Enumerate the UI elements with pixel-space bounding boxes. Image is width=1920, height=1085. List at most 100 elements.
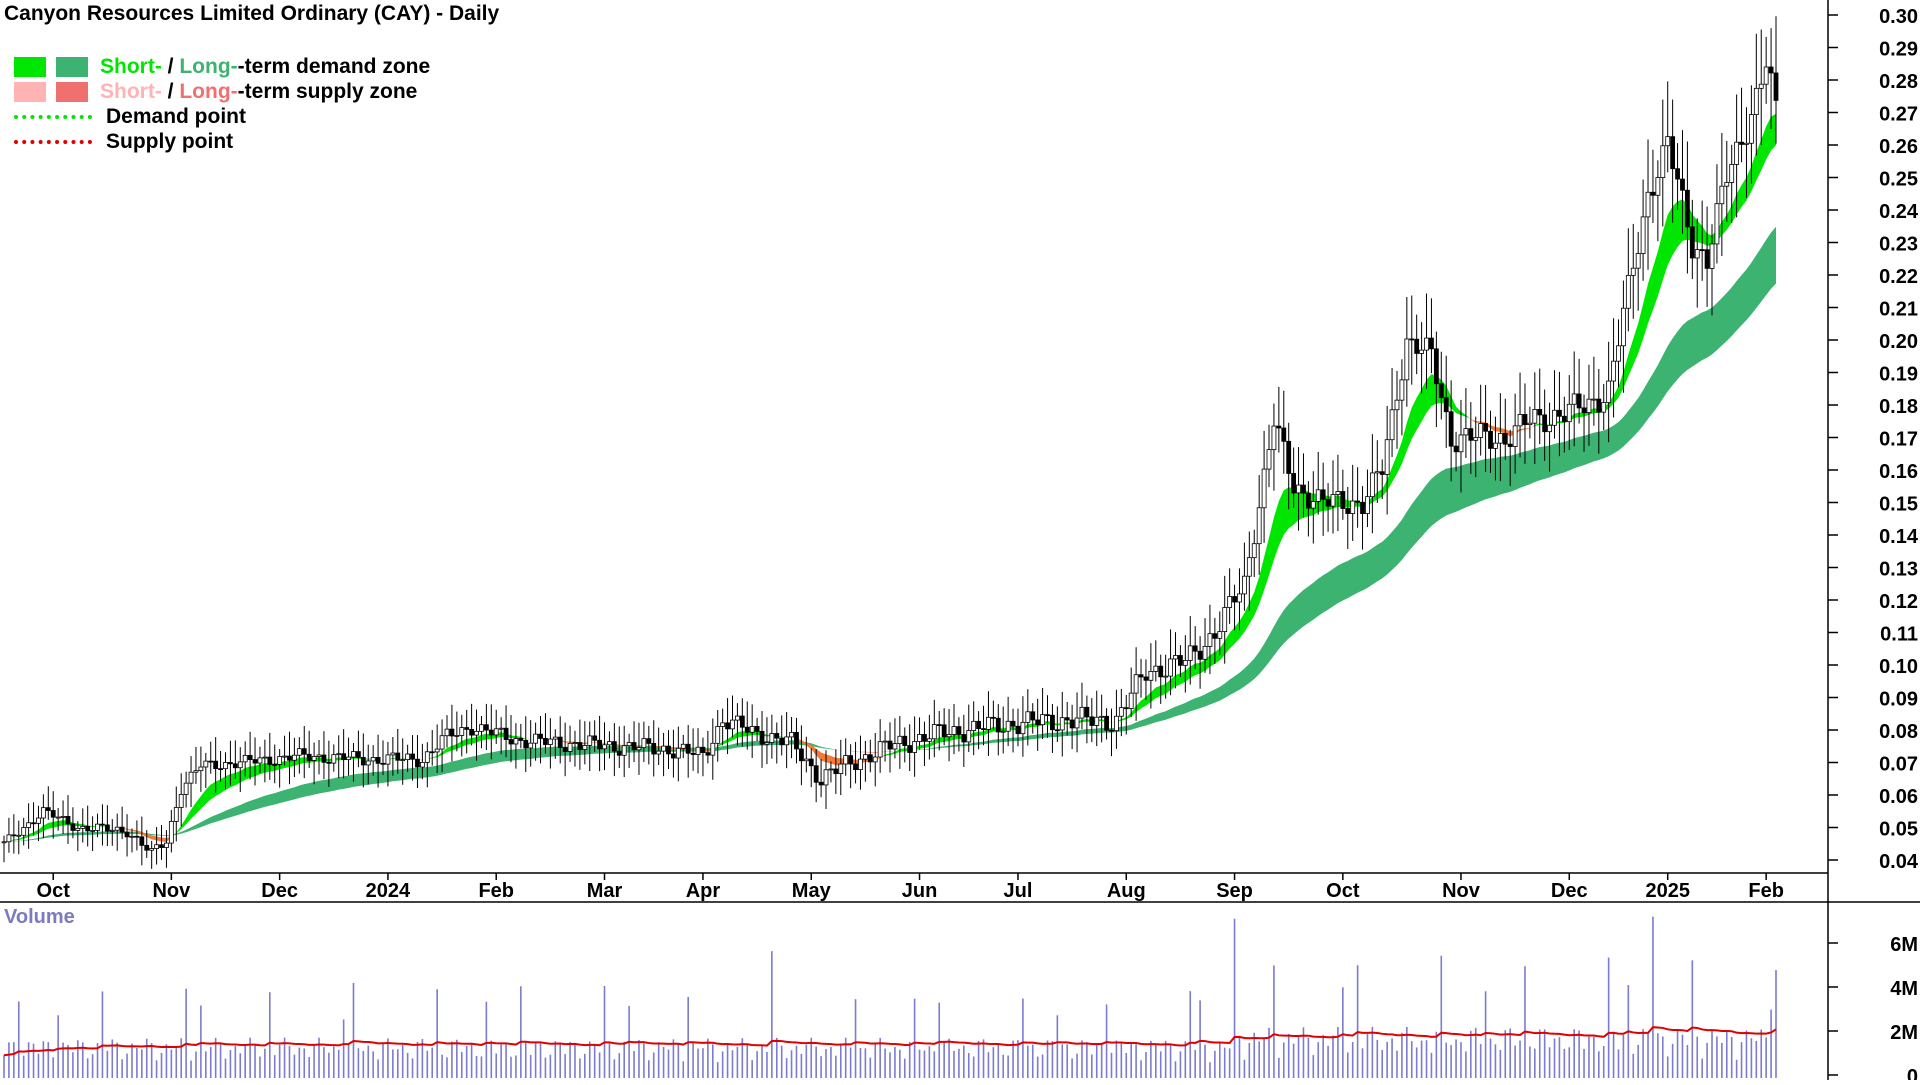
candle-body	[1356, 501, 1360, 502]
x-tick-label: May	[792, 880, 832, 902]
candle-body	[238, 762, 242, 768]
candle-body	[863, 755, 867, 759]
candle-body	[1183, 660, 1187, 665]
candle-body	[494, 729, 498, 735]
candle-body	[1602, 403, 1606, 413]
candle-body	[1223, 608, 1227, 632]
candle-body	[913, 742, 917, 753]
candle-body	[1725, 182, 1729, 186]
candle-body	[1695, 250, 1699, 258]
candle-body	[81, 826, 85, 828]
legend-sep: /	[162, 55, 180, 79]
candle-body	[1685, 190, 1689, 227]
candle-body	[470, 729, 474, 735]
y-tick-label: 0.19	[1879, 364, 1918, 386]
candle-body	[775, 733, 779, 738]
demand-point-line-icon	[14, 115, 92, 119]
candle-body	[1543, 415, 1547, 432]
candle-body	[627, 743, 631, 746]
candle-body	[573, 743, 577, 744]
candle-body	[1272, 426, 1276, 450]
y-tick-label: 0.26	[1879, 136, 1918, 158]
chart-title: Canyon Resources Limited Ordinary (CAY) …	[4, 2, 499, 26]
candle-body	[430, 752, 434, 753]
candle-body	[46, 808, 50, 811]
candle-body	[1567, 404, 1571, 421]
candle-body	[1715, 204, 1719, 244]
x-tick-label: Feb	[478, 880, 514, 902]
candle-body	[258, 758, 262, 763]
y-tick-label: 0.05	[1879, 819, 1918, 841]
candle-body	[957, 727, 961, 735]
candle-body	[514, 738, 518, 743]
candle-body	[351, 752, 355, 758]
candle-body	[1459, 435, 1463, 452]
candle-body	[41, 808, 45, 818]
candle-body	[1449, 412, 1453, 446]
supply-point-line-icon	[14, 140, 92, 144]
candle-body	[302, 749, 306, 755]
candle-body	[401, 760, 405, 761]
candle-body	[908, 746, 912, 753]
candle-body	[1154, 666, 1158, 671]
candle-body	[839, 764, 843, 774]
candle-body	[460, 728, 464, 736]
candle-body	[1252, 544, 1256, 558]
candle-body	[76, 828, 80, 830]
candle-body	[612, 742, 616, 752]
candle-body	[1198, 651, 1202, 659]
candle-body	[1651, 192, 1655, 195]
candle-body	[411, 754, 415, 759]
candle-body	[283, 756, 287, 757]
candle-body	[1331, 494, 1335, 506]
candle-body	[1616, 346, 1620, 361]
candle-body	[1631, 268, 1635, 275]
legend-supply-text: -term supply zone	[238, 80, 418, 104]
candle-body	[2, 842, 6, 843]
candle-body	[263, 757, 267, 758]
legend-demand-zone: Short- / Long- -term demand zone	[14, 54, 430, 79]
candle-body	[730, 720, 734, 729]
candle-body	[1646, 192, 1650, 217]
candle-body	[918, 734, 922, 741]
candle-body	[721, 723, 725, 727]
candle-body	[1247, 558, 1251, 577]
candle-body	[1503, 433, 1507, 444]
candle-body	[952, 727, 956, 735]
candle-body	[184, 783, 188, 794]
candle-body	[322, 755, 326, 762]
candle-body	[1484, 424, 1488, 432]
candle-body	[327, 762, 331, 763]
candle-body	[150, 849, 154, 851]
candle-body	[1705, 250, 1709, 269]
candle-body	[465, 728, 469, 730]
candle-body	[844, 756, 848, 764]
candle-body	[1572, 394, 1576, 404]
y-tick-label: 0.25	[1879, 169, 1918, 191]
candle-body	[1124, 708, 1128, 709]
candle-body	[1508, 444, 1512, 446]
candle-body	[233, 764, 237, 768]
candle-body	[1405, 339, 1409, 380]
candle-body	[1744, 143, 1748, 144]
candle-body	[529, 743, 533, 748]
candle-body	[632, 743, 636, 750]
candle-body	[342, 754, 346, 760]
candle-body	[996, 718, 1000, 732]
candle-body	[883, 741, 887, 742]
candle-body	[1621, 308, 1625, 346]
candle-body	[622, 746, 626, 756]
candle-body	[593, 736, 597, 740]
candle-body	[1306, 493, 1310, 508]
candle-body	[347, 757, 351, 760]
candle-body	[415, 759, 419, 767]
candle-body	[888, 741, 892, 749]
candle-body	[1026, 712, 1030, 723]
candle-body	[425, 752, 429, 763]
candle-body	[652, 743, 656, 754]
candle-body	[548, 739, 552, 744]
candle-body	[657, 751, 661, 754]
candle-body	[253, 760, 257, 764]
candle-body	[696, 747, 700, 754]
